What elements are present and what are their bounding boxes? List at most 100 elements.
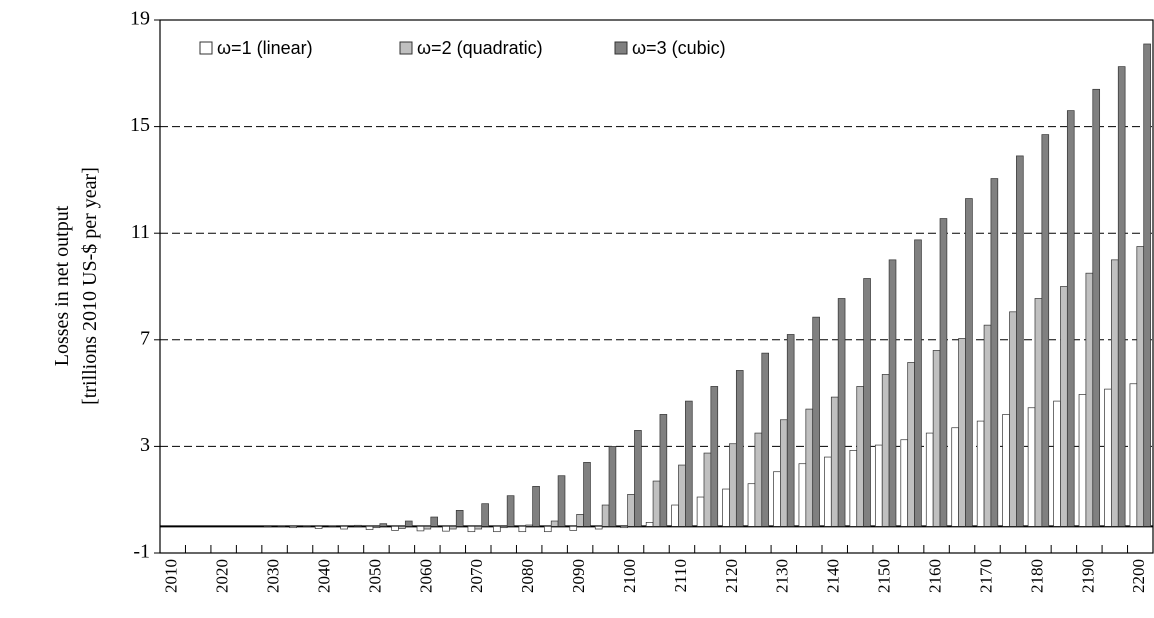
bar: [645, 522, 654, 527]
bar: [805, 408, 814, 527]
x-tick-label: 2020: [213, 559, 232, 593]
bar: [780, 419, 788, 527]
bar: [404, 520, 413, 527]
bar: [467, 525, 476, 533]
bar: [1016, 155, 1024, 527]
bar: [449, 525, 457, 530]
bar: [391, 525, 399, 531]
bar: [863, 278, 871, 527]
bar: [925, 432, 934, 527]
bar: [830, 396, 839, 527]
bar: [365, 525, 374, 530]
bar: [1066, 110, 1075, 527]
y-tick-label: 11: [131, 221, 150, 243]
legend-swatch: [614, 41, 628, 55]
x-tick-label: 2040: [314, 559, 333, 593]
bar: [659, 414, 668, 527]
bar: [951, 427, 959, 527]
bar: [965, 198, 973, 527]
bar: [907, 362, 915, 527]
legend-swatch: [199, 41, 213, 55]
x-tick-label: 2060: [416, 559, 435, 593]
bar: [481, 503, 489, 527]
bar: [703, 452, 712, 527]
x-tick-label: 2080: [518, 559, 537, 593]
bar: [729, 443, 737, 527]
y-tick-label: -1: [133, 541, 150, 563]
bar: [601, 504, 610, 527]
bar: [1027, 407, 1036, 527]
bar: [1078, 394, 1087, 527]
bar: [849, 450, 858, 527]
x-tick-label: 2180: [1027, 559, 1046, 593]
bar: [881, 374, 890, 527]
bar: [824, 456, 832, 527]
bar: [1002, 414, 1010, 527]
bar: [900, 439, 909, 527]
bar: [1129, 383, 1138, 527]
y-tick-label: 19: [130, 8, 150, 30]
bar: [372, 525, 381, 529]
bar: [525, 524, 533, 527]
bar: [786, 334, 795, 527]
bar: [976, 420, 985, 527]
bar: [328, 525, 337, 527]
bar: [442, 525, 450, 532]
bar: [430, 516, 439, 527]
bar: [506, 495, 515, 527]
bar: [455, 510, 464, 527]
bar: [888, 259, 897, 527]
x-tick-label: 2090: [569, 559, 588, 593]
bar: [685, 400, 693, 527]
bar: [696, 496, 705, 527]
bar: [837, 298, 846, 527]
legend-swatch: [399, 41, 413, 55]
bar: [932, 350, 941, 527]
bar: [914, 239, 922, 527]
x-tick-label: 2160: [925, 559, 944, 593]
bar: [594, 525, 603, 530]
bar: [263, 525, 272, 528]
legend-label: ω=3 (cubic): [632, 38, 726, 58]
x-tick-label: 2170: [976, 559, 995, 593]
bar: [569, 525, 578, 531]
bar: [1136, 246, 1145, 527]
bar: [634, 430, 642, 527]
bar: [354, 524, 362, 527]
bar: [939, 218, 948, 527]
bar: [289, 525, 297, 529]
x-tick-label: 2200: [1129, 559, 1148, 593]
bar: [710, 386, 719, 527]
bar: [627, 494, 635, 527]
x-tick-label: 2120: [722, 559, 741, 593]
bar: [1053, 400, 1061, 527]
bar: [1009, 311, 1017, 527]
bar: [958, 338, 966, 527]
bar: [722, 488, 730, 527]
bar: [518, 525, 527, 533]
bar: [314, 525, 323, 529]
bar: [532, 486, 540, 527]
x-tick-label: 2190: [1078, 559, 1097, 593]
x-tick-label: 2140: [824, 559, 843, 593]
x-tick-label: 2130: [773, 559, 792, 593]
bar: [583, 462, 591, 527]
bar: [340, 525, 348, 530]
y-tick-label: 3: [140, 434, 150, 456]
bar: [398, 525, 406, 529]
bar: [423, 525, 432, 530]
bar: [1041, 134, 1050, 527]
x-tick-label: 2030: [263, 559, 282, 593]
bar: [557, 475, 566, 527]
bar: [620, 525, 628, 529]
x-tick-label: 2070: [467, 559, 486, 593]
bar: [416, 525, 425, 532]
bar: [379, 523, 388, 527]
bar: [608, 446, 617, 527]
bar: [1034, 298, 1043, 527]
bar: [1104, 388, 1112, 527]
bar: [671, 504, 679, 527]
bar: [550, 520, 559, 527]
bar: [1085, 272, 1094, 527]
